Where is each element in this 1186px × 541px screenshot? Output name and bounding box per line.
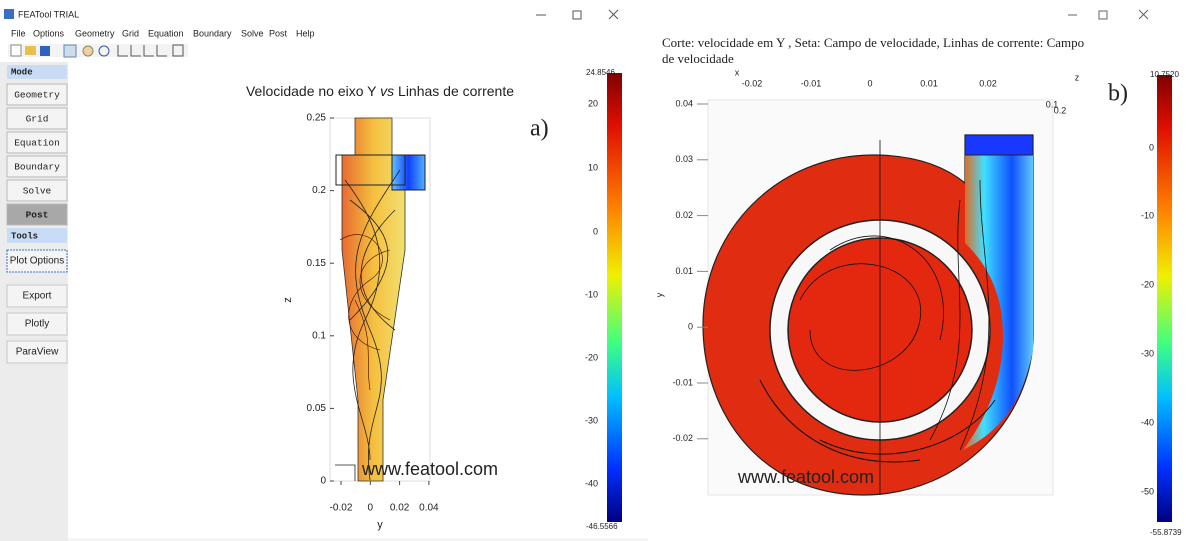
x-tick-label: 0 [867, 78, 872, 88]
x-tick-label: 0.02 [979, 78, 997, 88]
menu-item[interactable]: File [11, 28, 26, 38]
x-tick-label: 0.01 [920, 78, 938, 88]
x-axis-label: y [377, 519, 383, 531]
y-tick-label: -0.02 [672, 433, 693, 443]
menu-item[interactable]: Post [269, 28, 288, 38]
tools-header-label: Tools [11, 231, 38, 241]
menu-item[interactable]: Grid [122, 28, 139, 38]
plot-title-part: Linhas de corrente [394, 83, 514, 99]
colorbar-label: 24.8546 [586, 68, 615, 77]
colorbar-label: -55.8739 [1150, 528, 1182, 537]
colorbar-label: -40 [1141, 417, 1154, 427]
x-tick-label: -0.02 [330, 503, 353, 514]
panel-label: b) [1108, 81, 1128, 107]
x-axis-label: x [735, 67, 740, 77]
menu-item[interactable]: Solve [241, 28, 264, 38]
y-tick-label: -0.01 [672, 377, 693, 387]
x-tick-label: -0.02 [742, 78, 763, 88]
plot-title: Corte: velocidade em Y , Seta: Campo de … [662, 35, 1084, 50]
colorbar [607, 73, 622, 522]
mode-button-label[interactable]: Equation [14, 138, 60, 149]
x-tick-label: 0.02 [390, 503, 410, 514]
volute-simulation [703, 100, 1053, 495]
menu-item[interactable]: Boundary [193, 28, 232, 38]
colorbar-label: -40 [585, 478, 598, 488]
y-axis-label: z [282, 297, 294, 303]
toolbar[interactable] [8, 44, 188, 57]
colorbar-label: 0 [1149, 142, 1154, 152]
plot-title-part: Velocidade no eixo Y [246, 83, 380, 99]
y-tick-label: 0.25 [307, 113, 327, 124]
y-tick-label: 0 [320, 476, 326, 487]
colorbar-label: -30 [585, 415, 598, 425]
menu-item[interactable]: Equation [148, 28, 184, 38]
colorbar-label: 0 [593, 226, 598, 236]
app-icon [4, 9, 14, 19]
mode-button-label[interactable]: Solve [23, 186, 52, 197]
z-tick-label: 0.2 [1054, 105, 1067, 115]
tool-button-label[interactable]: Export [23, 291, 52, 302]
x-tick-label: 0.04 [419, 503, 439, 514]
y-tick-label: 0.2 [312, 185, 326, 196]
y-tick-label: 0 [688, 322, 693, 332]
colorbar-label: -10 [585, 289, 598, 299]
colorbar [1157, 75, 1172, 522]
y-tick-label: 0.15 [307, 258, 327, 269]
plot-title: de velocidade [662, 51, 734, 66]
x-tick-label: 0 [368, 503, 374, 514]
y-tick-label: 0.1 [312, 330, 326, 341]
colorbar-label: 10.7520 [1150, 70, 1179, 79]
tool-button-label[interactable]: ParaView [16, 347, 59, 358]
mode-button-label[interactable]: Grid [26, 114, 49, 125]
colorbar-label: -20 [585, 352, 598, 362]
panel-label: a) [530, 116, 549, 142]
menu-item[interactable]: Help [296, 28, 315, 38]
page: FEATool TRIAL File Options Geometry Grid Equa… [0, 0, 1186, 541]
mode-button-label[interactable]: Boundary [14, 162, 60, 173]
colorbar-label: -30 [1141, 348, 1154, 358]
y-tick-label: 0.02 [675, 210, 693, 220]
y-tick-label: 0.03 [675, 154, 693, 164]
y-tick-label: 0.04 [675, 98, 693, 108]
mode-header-label: Mode [11, 67, 33, 77]
x-tick-label: -0.01 [801, 78, 822, 88]
colorbar-label: -20 [1141, 279, 1154, 289]
cyclone-simulation [330, 118, 430, 481]
colorbar-label: -46.5566 [586, 522, 618, 531]
mode-button-label[interactable]: Geometry [14, 90, 60, 101]
y-tick-label: 0.01 [675, 266, 693, 276]
menu-item[interactable]: Options [33, 28, 65, 38]
watermark: www.featool.com [737, 467, 874, 487]
screenshot: FEATool TRIAL File Options Geometry Grid Equa… [0, 0, 1186, 541]
window-title: FEATool TRIAL [18, 9, 79, 19]
colorbar-label: -50 [1141, 486, 1154, 496]
tool-button-label[interactable]: Plotly [25, 319, 49, 330]
mode-button-label[interactable]: Post [26, 210, 49, 221]
colorbar-label: -10 [1141, 210, 1154, 220]
plot-title: Velocidade no eixo Y vs Linhas de corren… [246, 83, 514, 99]
menu-item[interactable]: Geometry [75, 28, 115, 38]
y-axis-label: y [654, 292, 664, 297]
z-axis-label: z [1075, 72, 1080, 82]
tool-button-label[interactable]: Plot Options [10, 256, 64, 267]
plot-title-part: vs [380, 83, 394, 99]
colorbar-label: 20 [588, 98, 598, 108]
y-tick-label: 0.05 [307, 403, 327, 414]
colorbar-label: 10 [588, 162, 598, 172]
watermark: www.featool.com [361, 459, 498, 479]
